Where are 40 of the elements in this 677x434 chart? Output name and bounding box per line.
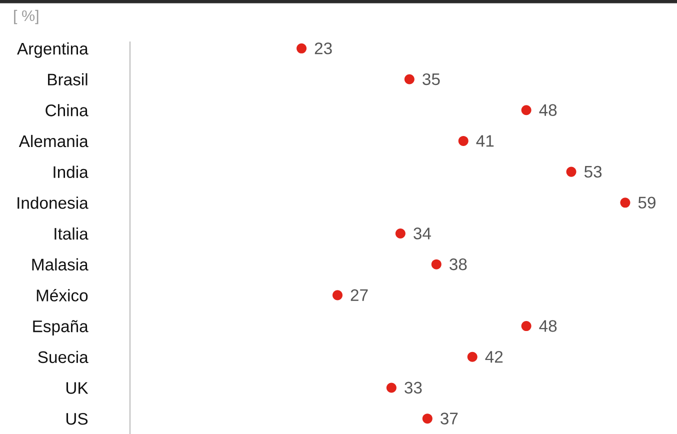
point: [386, 382, 396, 393]
point: [332, 290, 343, 300]
x-axis-title: [ %]: [14, 10, 38, 24]
data-label: 42: [485, 350, 503, 363]
y-tick-label: Indonesia: [18, 196, 88, 209]
data-label: 59: [638, 196, 656, 209]
y-tick-label: Brasil: [48, 73, 88, 86]
y-tick-label: Suecia: [38, 350, 88, 364]
y-tick-label: Italia: [54, 227, 88, 240]
y-tick-label: China: [46, 104, 88, 116]
data-label: 37: [440, 412, 458, 424]
data-label: 23: [314, 42, 332, 54]
y-tick-label: Argentina: [17, 42, 88, 58]
point: [521, 321, 532, 332]
data-label: 53: [584, 166, 602, 178]
data-label: 48: [539, 320, 557, 332]
y-tick-label: India: [54, 166, 88, 178]
y-tick-label: España: [33, 320, 88, 336]
data-label: 27: [350, 289, 368, 301]
point: [422, 414, 432, 424]
point: [566, 166, 576, 177]
point: [458, 136, 468, 146]
data-label: 41: [476, 135, 494, 147]
y-tick-label: US: [66, 412, 88, 425]
data-label: 48: [539, 104, 557, 116]
y-tick-label: Alemania: [18, 134, 88, 148]
point: [395, 228, 406, 239]
data-label: 33: [404, 382, 422, 394]
point: [467, 352, 478, 362]
point: [620, 198, 630, 208]
y-tick-label: UK: [66, 382, 88, 394]
point: [521, 105, 532, 116]
data-label: 35: [422, 73, 440, 86]
y-tick-label: México: [36, 288, 88, 302]
y-tick-label: Malasia: [32, 258, 88, 271]
data-label: 38: [450, 258, 467, 270]
data-label: 34: [414, 228, 431, 240]
point: [404, 74, 414, 84]
point: [431, 259, 442, 270]
point: [296, 43, 307, 54]
